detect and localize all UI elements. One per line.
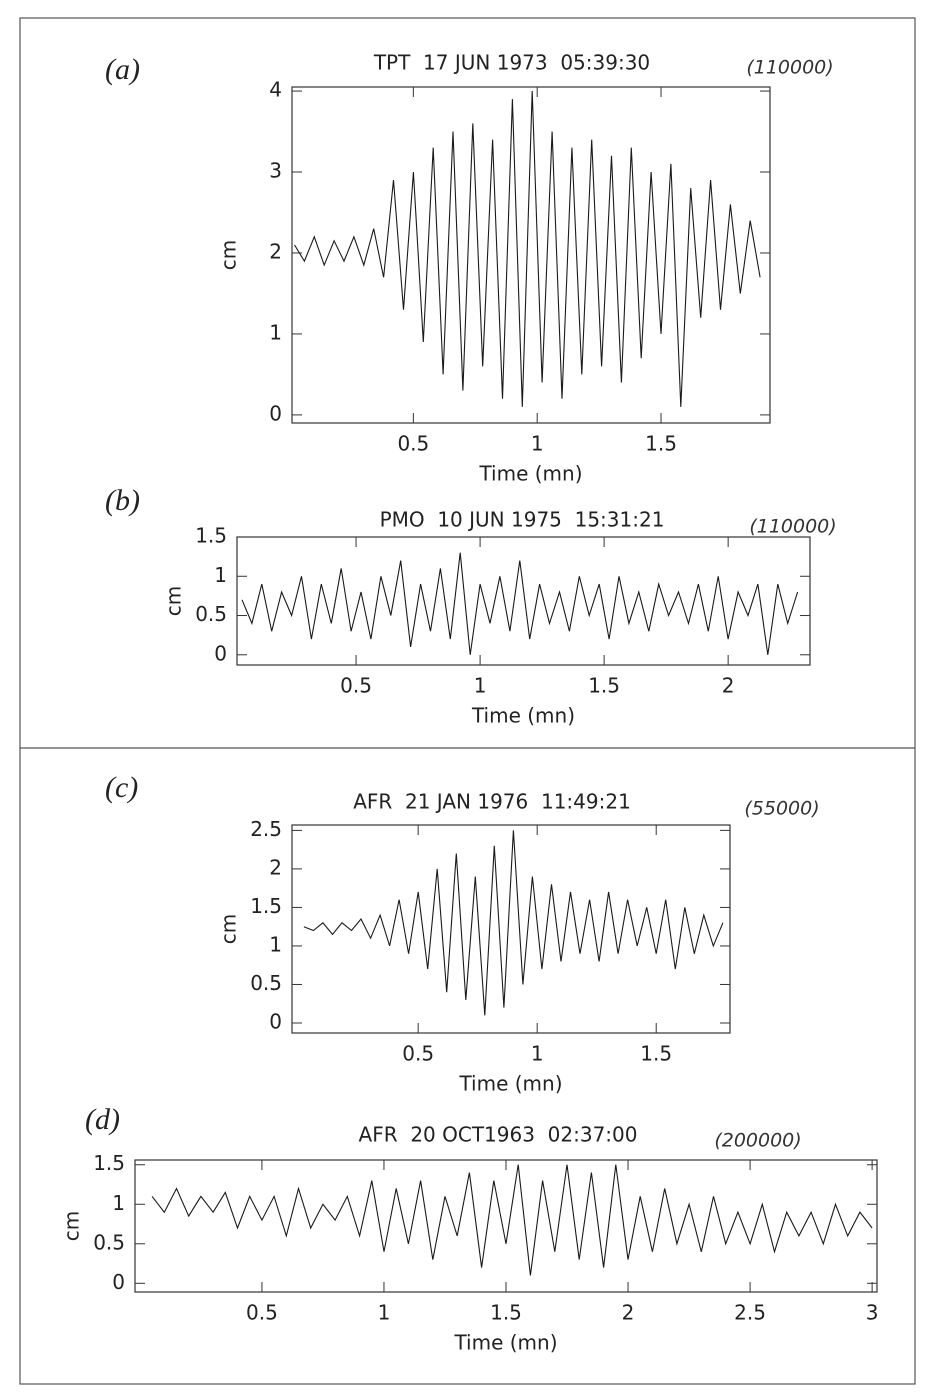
x-tick-label: 1.5 — [588, 674, 620, 698]
plot-frame — [291, 86, 771, 424]
y-tick-label: 1.5 — [250, 894, 282, 918]
y-tick-label: 3 — [269, 159, 282, 183]
chart-title: TPT 17 JUN 1973 05:39:30 — [373, 51, 650, 75]
y-tick-label: 1 — [214, 563, 227, 587]
x-axis-label: Time (mn) — [471, 704, 575, 728]
y-tick-label: 1.5 — [195, 524, 227, 548]
y-tick-label: 1 — [269, 320, 282, 344]
chart-title: AFR 20 OCT1963 02:37:00 — [359, 1123, 638, 1147]
magnification: (110000) — [749, 516, 836, 538]
x-axis-label: Time (mn) — [478, 462, 582, 486]
x-tick-label: 2 — [622, 1301, 635, 1325]
y-tick-label: 0 — [269, 1009, 282, 1033]
x-tick-label: 1 — [378, 1301, 391, 1325]
waveform — [303, 830, 724, 1016]
x-tick-label: 2.5 — [734, 1301, 766, 1325]
y-tick-label: 0.5 — [93, 1230, 125, 1254]
x-tick-label: 1.5 — [490, 1301, 522, 1325]
x-tick-label: 1.5 — [645, 432, 677, 456]
y-tick-label: 1 — [269, 932, 282, 956]
x-tick-label: 2 — [722, 674, 735, 698]
y-tick-label: 0 — [214, 641, 227, 665]
y-tick-label: 1.5 — [93, 1151, 125, 1175]
plot-frame — [291, 824, 731, 1034]
x-tick-label: 0.5 — [246, 1301, 278, 1325]
x-tick-label: 1 — [531, 1042, 544, 1066]
magnification: (200000) — [714, 1130, 801, 1152]
y-axis-label: cm — [162, 586, 186, 616]
panel-label: (c) — [105, 771, 138, 804]
y-tick-label: 2 — [269, 239, 282, 263]
x-axis-label: Time (mn) — [453, 1331, 557, 1355]
panel-label: (d) — [85, 1103, 120, 1136]
plot-frame — [236, 536, 811, 666]
y-tick-label: 2 — [269, 855, 282, 879]
y-tick-label: 2.5 — [250, 817, 282, 841]
magnification: (110000) — [746, 57, 833, 79]
y-tick-label: 1 — [112, 1191, 125, 1215]
magnification: (55000) — [744, 798, 819, 820]
y-tick-label: 0 — [112, 1270, 125, 1294]
y-tick-label: 4 — [269, 78, 282, 102]
waveform — [241, 552, 799, 655]
x-tick-label: 3 — [866, 1301, 879, 1325]
y-axis-label: cm — [217, 914, 241, 944]
y-tick-label: 0.5 — [250, 971, 282, 995]
x-tick-label: 0.5 — [340, 674, 372, 698]
x-tick-label: 0.5 — [402, 1042, 434, 1066]
y-tick-label: 0 — [269, 401, 282, 425]
y-axis-label: cm — [217, 240, 241, 270]
panel-label: (b) — [105, 484, 140, 517]
y-tick-label: 0.5 — [195, 602, 227, 626]
chart-title: AFR 21 JAN 1976 11:49:21 — [353, 790, 631, 814]
x-tick-label: 1 — [474, 674, 487, 698]
panel-label: (a) — [105, 53, 140, 86]
x-tick-label: 1.5 — [640, 1042, 672, 1066]
waveform — [151, 1164, 873, 1276]
x-tick-label: 1 — [531, 432, 544, 456]
waveform — [294, 90, 761, 407]
x-tick-label: 0.5 — [397, 432, 429, 456]
chart-title: PMO 10 JUN 1975 15:31:21 — [380, 508, 665, 532]
frame — [19, 17, 916, 1385]
x-axis-label: Time (mn) — [458, 1072, 562, 1096]
plot-frame — [134, 1159, 878, 1293]
y-axis-label: cm — [60, 1211, 84, 1241]
